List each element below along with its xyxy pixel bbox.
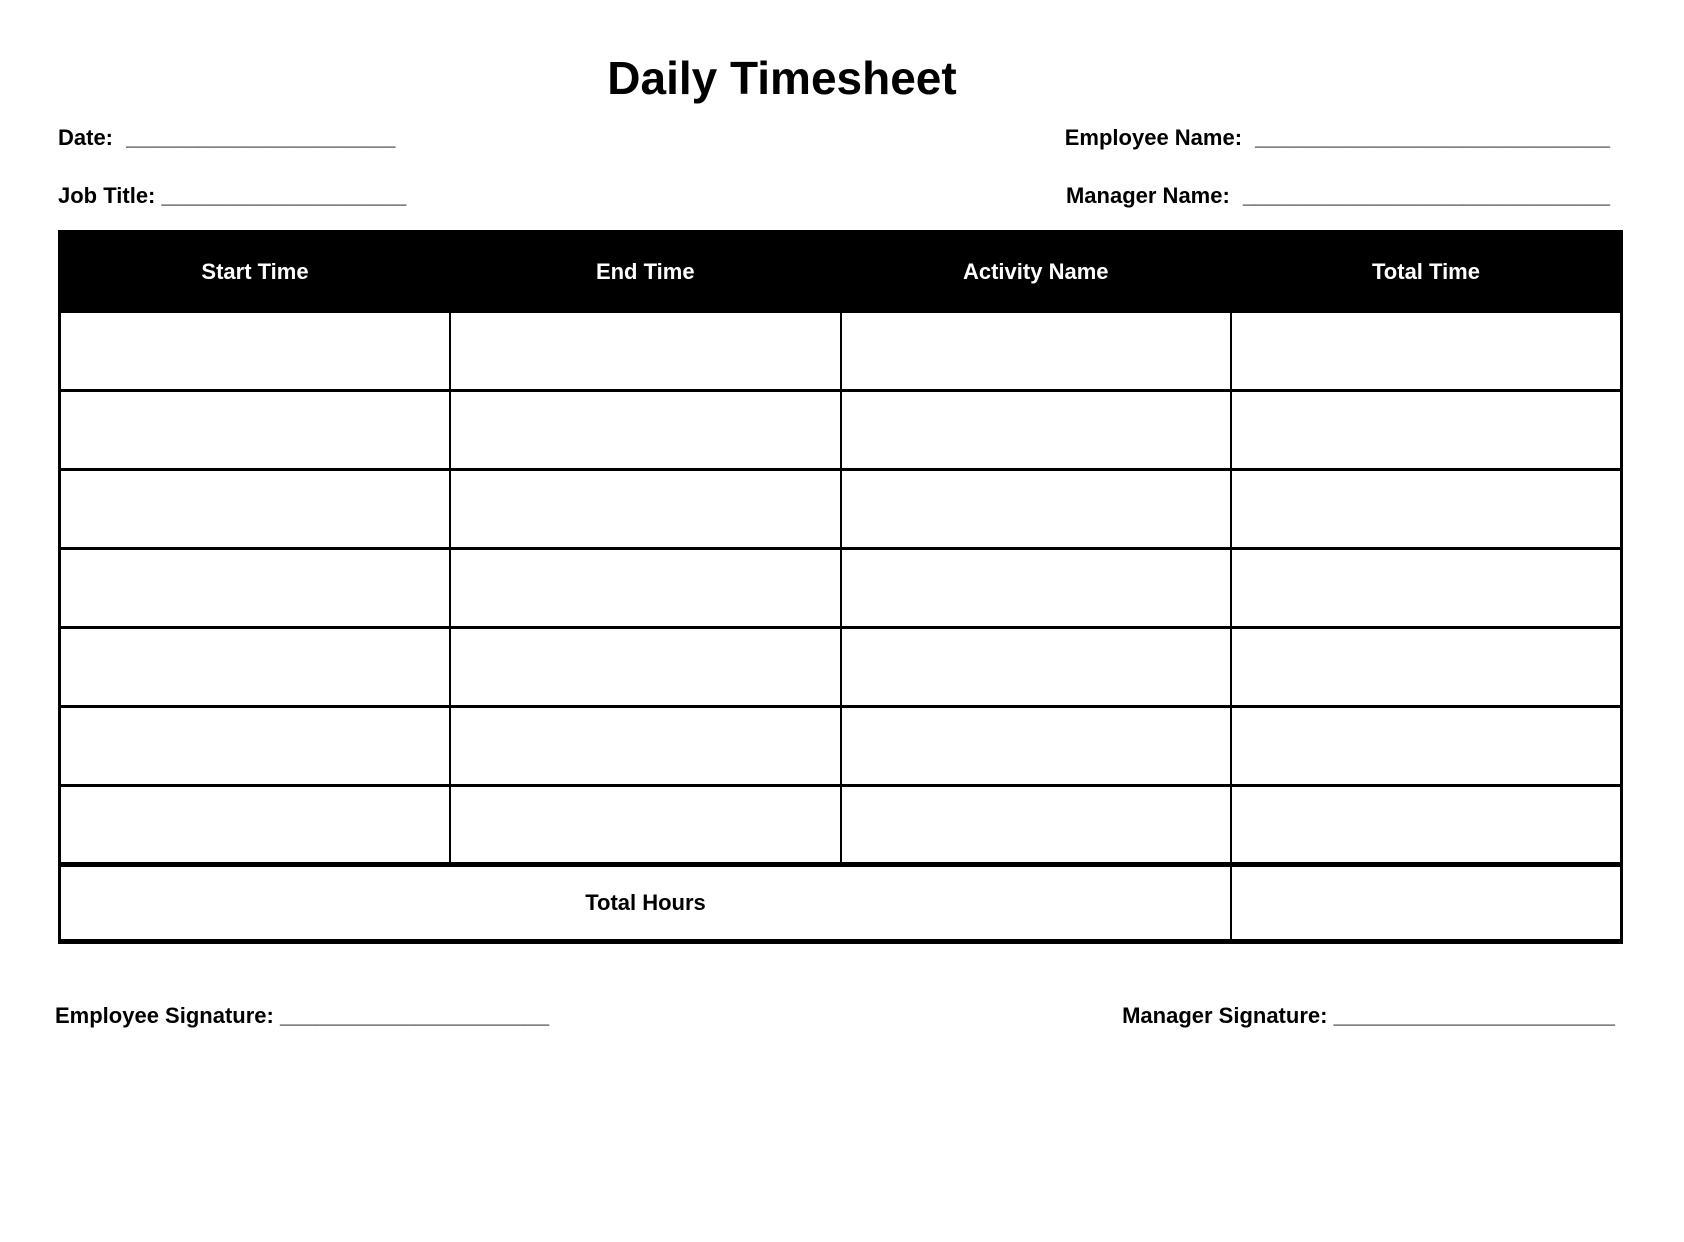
table-cell[interactable] — [1230, 468, 1623, 550]
table-cell[interactable] — [449, 784, 842, 866]
table-cell[interactable] — [1230, 705, 1623, 787]
total-hours-row: Total Hours — [58, 862, 1623, 943]
meta-row-2: Job Title: ____________________ Manager … — [58, 182, 1610, 210]
table-row — [58, 784, 1623, 866]
column-header-activity-name: Activity Name — [839, 230, 1232, 313]
page-title: Daily Timesheet — [607, 52, 957, 104]
table-cell[interactable] — [1230, 310, 1623, 392]
table-cell[interactable] — [1230, 547, 1623, 629]
table-cell[interactable] — [58, 389, 451, 471]
employee-signature-blank-line[interactable]: ______________________ — [279, 1003, 550, 1028]
timesheet-body — [58, 310, 1623, 866]
timesheet-table: Start Time End Time Activity Name Total … — [58, 230, 1623, 944]
timesheet-header: Start Time End Time Activity Name Total … — [58, 230, 1623, 313]
table-cell[interactable] — [449, 547, 842, 629]
signature-row: Employee Signature: ____________________… — [55, 1002, 1615, 1030]
table-cell[interactable] — [449, 310, 842, 392]
total-hours-value-cell[interactable] — [1230, 862, 1623, 943]
manager-name-blank-line[interactable]: ______________________________ — [1242, 183, 1610, 208]
timesheet-footer: Total Hours — [58, 862, 1623, 943]
table-cell[interactable] — [1230, 389, 1623, 471]
meta-row-1: Date: ______________________ Employee Na… — [58, 124, 1610, 152]
table-cell[interactable] — [58, 547, 451, 629]
table-cell[interactable] — [58, 310, 451, 392]
table-cell[interactable] — [1230, 626, 1623, 708]
employee-name-field: Employee Name: _________________________… — [1065, 124, 1610, 152]
table-cell[interactable] — [1230, 784, 1623, 866]
header-row: Start Time End Time Activity Name Total … — [58, 230, 1623, 313]
table-cell[interactable] — [58, 626, 451, 708]
table-cell[interactable] — [449, 626, 842, 708]
total-hours-label: Total Hours — [58, 862, 1232, 943]
table-cell[interactable] — [449, 468, 842, 550]
table-cell[interactable] — [839, 547, 1232, 629]
table-row — [58, 705, 1623, 787]
table-row — [58, 547, 1623, 629]
employee-name-blank-line[interactable]: _____________________________ — [1255, 125, 1610, 150]
table-cell[interactable] — [449, 389, 842, 471]
column-header-start-time: Start Time — [58, 230, 451, 313]
manager-signature-field: Manager Signature: _____________________… — [1122, 1002, 1615, 1030]
date-field: Date: ______________________ — [58, 124, 395, 152]
table-cell[interactable] — [58, 705, 451, 787]
table-cell[interactable] — [839, 626, 1232, 708]
manager-signature-blank-line[interactable]: _______________________ — [1333, 1003, 1615, 1028]
table-cell[interactable] — [839, 389, 1232, 471]
table-cell[interactable] — [58, 468, 451, 550]
table-cell[interactable] — [58, 784, 451, 866]
table-row — [58, 626, 1623, 708]
manager-name-field: Manager Name: __________________________… — [1066, 182, 1610, 210]
manager-name-label: Manager Name: — [1065, 183, 1230, 208]
employee-signature-label: Employee Signature: — [55, 1003, 274, 1028]
table-row — [58, 468, 1623, 550]
date-blank-line[interactable]: ______________________ — [126, 125, 396, 150]
table-row — [58, 310, 1623, 392]
table-cell[interactable] — [839, 784, 1232, 866]
table-cell[interactable] — [839, 705, 1232, 787]
column-header-total-time: Total Time — [1230, 230, 1623, 313]
date-label: Date: — [58, 125, 114, 150]
job-title-field: Job Title: ____________________ — [58, 182, 406, 210]
employee-signature-field: Employee Signature: ____________________… — [55, 1002, 549, 1030]
table-cell[interactable] — [449, 705, 842, 787]
employee-name-label: Employee Name: — [1064, 125, 1243, 150]
manager-signature-label: Manager Signature: — [1122, 1003, 1328, 1028]
job-title-blank-line[interactable]: ____________________ — [161, 183, 407, 208]
table-cell[interactable] — [839, 468, 1232, 550]
table-cell[interactable] — [839, 310, 1232, 392]
column-header-end-time: End Time — [449, 230, 842, 313]
table-row — [58, 389, 1623, 471]
job-title-label: Job Title: — [58, 183, 156, 208]
